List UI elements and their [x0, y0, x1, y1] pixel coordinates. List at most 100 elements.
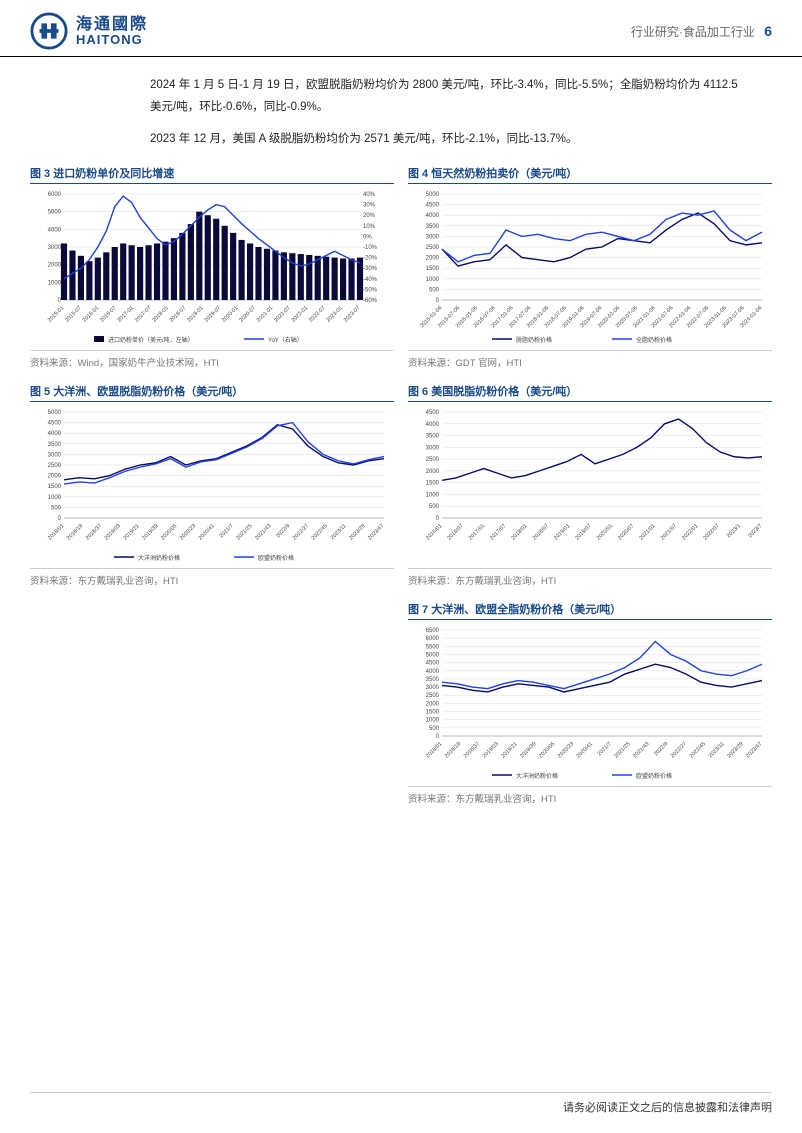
- svg-text:YoY（右轴）: YoY（右轴）: [268, 336, 303, 344]
- svg-text:-60%: -60%: [363, 298, 378, 304]
- svg-text:2016/07: 2016/07: [446, 523, 464, 541]
- svg-text:2500: 2500: [426, 245, 440, 251]
- svg-text:5000: 5000: [48, 410, 62, 416]
- svg-text:4000: 4000: [48, 431, 62, 437]
- svg-text:2022-01: 2022-01: [291, 305, 310, 324]
- svg-text:2023/11: 2023/11: [330, 523, 348, 541]
- svg-text:5000: 5000: [48, 209, 62, 215]
- svg-text:5000: 5000: [426, 652, 440, 658]
- logo-text-cn: 海通國際: [76, 17, 148, 33]
- svg-text:2017/01: 2017/01: [468, 523, 486, 541]
- svg-text:500: 500: [429, 725, 440, 731]
- svg-text:2021/7: 2021/7: [597, 741, 613, 757]
- svg-text:2022/27: 2022/27: [670, 741, 688, 759]
- svg-text:2022/27: 2022/27: [292, 523, 310, 541]
- svg-text:1000: 1000: [426, 276, 440, 282]
- svg-text:2019-01: 2019-01: [186, 305, 205, 324]
- svg-text:3000: 3000: [48, 245, 62, 251]
- svg-text:2000: 2000: [426, 701, 440, 707]
- svg-text:500: 500: [429, 504, 440, 510]
- chart-4-svg: 0500100015002000250030003500400045005000…: [408, 188, 772, 348]
- chart-7-svg: 0500100015002000250030003500400045005000…: [408, 624, 772, 784]
- svg-text:3500: 3500: [48, 441, 62, 447]
- svg-text:4500: 4500: [426, 202, 440, 208]
- svg-text:2017/07: 2017/07: [489, 523, 507, 541]
- svg-text:2023-07: 2023-07: [343, 305, 362, 324]
- svg-text:2021/25: 2021/25: [235, 523, 253, 541]
- svg-text:2019/07: 2019/07: [574, 523, 592, 541]
- svg-text:2019/03: 2019/03: [104, 523, 122, 541]
- svg-text:1000: 1000: [48, 280, 62, 286]
- chart-3-source: 资料来源：Wind，国家奶牛产业技术网，HTI: [30, 350, 394, 369]
- svg-text:-40%: -40%: [363, 276, 378, 282]
- svg-text:2021-07: 2021-07: [273, 305, 292, 324]
- svg-text:6000: 6000: [426, 636, 440, 642]
- svg-text:3000: 3000: [426, 445, 440, 451]
- chart-4: 图 4 恒天然奶粉拍卖价（美元/吨） 050010001500200025003…: [408, 161, 772, 369]
- svg-text:2019/21: 2019/21: [122, 523, 140, 541]
- svg-text:3000: 3000: [426, 234, 440, 240]
- svg-text:2019-07: 2019-07: [204, 305, 223, 324]
- svg-text:2020/07: 2020/07: [617, 523, 635, 541]
- svg-text:2020/23: 2020/23: [557, 741, 575, 759]
- svg-text:2020/05: 2020/05: [538, 741, 556, 759]
- chart-7: 图 7 大洋洲、欧盟全脂奶粉价格（美元/吨） 05001000150020002…: [408, 597, 772, 805]
- svg-text:4500: 4500: [48, 420, 62, 426]
- svg-text:2000: 2000: [426, 468, 440, 474]
- svg-text:2018/07: 2018/07: [532, 523, 550, 541]
- chart-5: 图 5 大洋洲、欧盟脱脂奶粉价格（美元/吨） 05001000150020002…: [30, 379, 394, 587]
- svg-text:500: 500: [51, 505, 62, 511]
- svg-text:4500: 4500: [426, 410, 440, 416]
- svg-text:40%: 40%: [363, 192, 376, 198]
- svg-text:-50%: -50%: [363, 287, 378, 293]
- svg-text:脱脂奶粉价格: 脱脂奶粉价格: [516, 336, 552, 344]
- chart-4-title: 图 4 恒天然奶粉拍卖价（美元/吨）: [408, 161, 772, 184]
- svg-text:进口奶粉单价（美元/吨，左轴）: 进口奶粉单价（美元/吨，左轴）: [108, 336, 194, 344]
- page-footer: 请务必阅读正文之后的信息披露和法律声明: [30, 1092, 772, 1115]
- chart-5-svg: 0500100015002000250030003500400045005000…: [30, 406, 394, 566]
- svg-text:2019/01: 2019/01: [553, 523, 571, 541]
- svg-text:2021/07: 2021/07: [660, 523, 678, 541]
- svg-text:2016/01: 2016/01: [425, 523, 443, 541]
- svg-text:4000: 4000: [426, 668, 440, 674]
- chart-7-source: 资料来源：东方戴瑞乳业咨询，HTI: [408, 786, 772, 805]
- svg-text:2020-07: 2020-07: [238, 305, 257, 324]
- svg-text:3500: 3500: [426, 676, 440, 682]
- svg-text:2021/7: 2021/7: [219, 523, 235, 539]
- svg-text:1500: 1500: [426, 266, 440, 272]
- svg-text:1500: 1500: [426, 709, 440, 715]
- svg-text:1000: 1000: [48, 494, 62, 500]
- svg-text:4000: 4000: [426, 421, 440, 427]
- svg-text:30%: 30%: [363, 202, 376, 208]
- svg-text:4000: 4000: [426, 213, 440, 219]
- svg-text:欧盟奶粉价格: 欧盟奶粉价格: [636, 772, 672, 780]
- chart-5-title: 图 5 大洋洲、欧盟脱脂奶粉价格（美元/吨）: [30, 379, 394, 402]
- haitong-logo-icon: [30, 12, 68, 50]
- svg-text:0: 0: [436, 516, 440, 522]
- svg-text:2016-01: 2016-01: [82, 305, 101, 324]
- page-number: 6: [764, 23, 772, 39]
- chart-3-svg: 0100020003000400050006000-60%-50%-40%-30…: [30, 188, 394, 348]
- svg-text:-20%: -20%: [363, 255, 378, 261]
- svg-text:2500: 2500: [426, 457, 440, 463]
- chart-3: 图 3 进口奶粉单价及同比增速 010002000300040005000600…: [30, 161, 394, 369]
- svg-text:2021/25: 2021/25: [613, 741, 631, 759]
- svg-text:2020/23: 2020/23: [179, 523, 197, 541]
- svg-text:2023/1: 2023/1: [726, 523, 742, 539]
- svg-text:2022/01: 2022/01: [681, 523, 699, 541]
- svg-text:2020/41: 2020/41: [198, 523, 216, 541]
- svg-text:2018/01: 2018/01: [425, 741, 443, 759]
- paragraph-2: 2023 年 12 月，美国 A 级脱脂奶粉均价为 2571 美元/吨，环比-2…: [150, 129, 752, 151]
- svg-text:2022/45: 2022/45: [689, 741, 707, 759]
- svg-text:4000: 4000: [48, 227, 62, 233]
- chart-3-title: 图 3 进口奶粉单价及同比增速: [30, 161, 394, 184]
- svg-text:0: 0: [436, 734, 440, 740]
- svg-text:2020/05: 2020/05: [160, 523, 178, 541]
- svg-text:2017-01: 2017-01: [117, 305, 136, 324]
- svg-text:2022-07: 2022-07: [308, 305, 327, 324]
- svg-text:1000: 1000: [426, 492, 440, 498]
- svg-text:2015-07: 2015-07: [64, 305, 83, 324]
- svg-text:2021/01: 2021/01: [638, 523, 656, 541]
- svg-text:2019/39: 2019/39: [519, 741, 537, 759]
- svg-text:2018-01: 2018-01: [151, 305, 170, 324]
